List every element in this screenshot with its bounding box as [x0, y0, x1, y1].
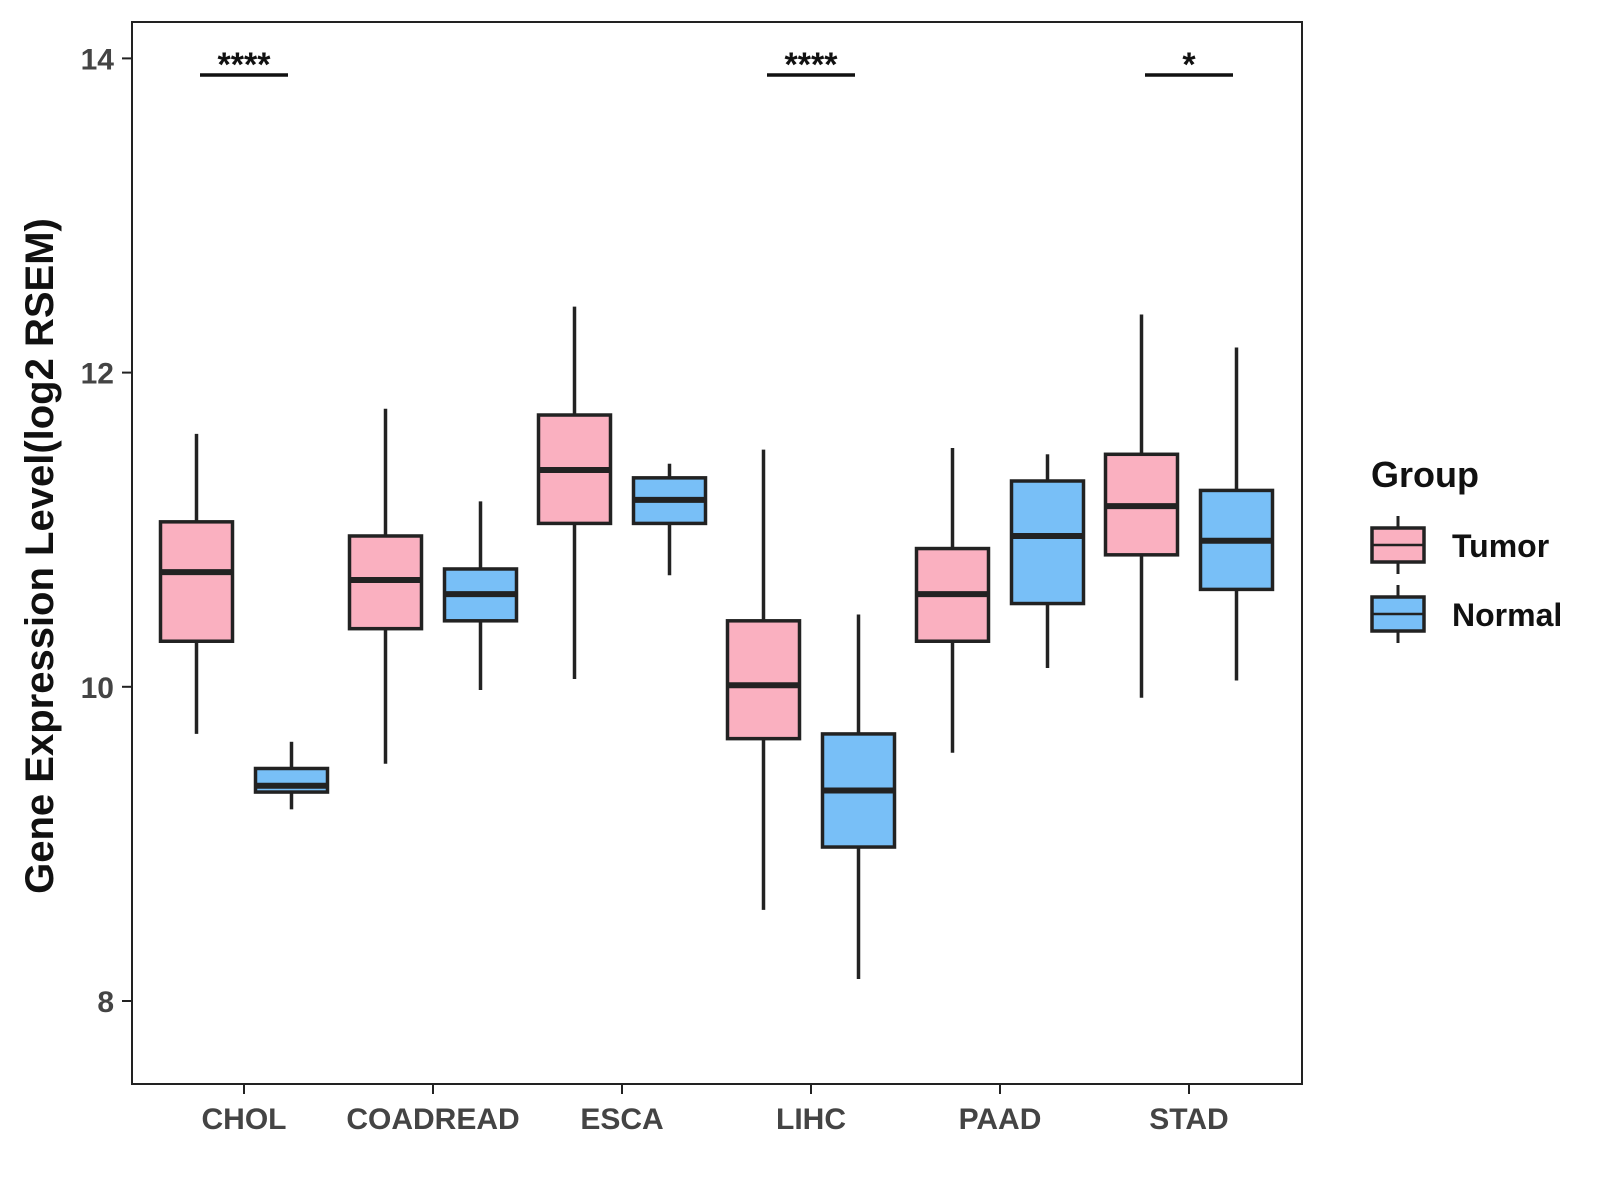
significance-stad: *: [1145, 46, 1233, 84]
iqr-box: [1009, 479, 1086, 606]
box-normal-lihc: [820, 614, 897, 980]
box-normal-stad: [1198, 347, 1275, 681]
iqr-box: [158, 520, 235, 643]
x-axis: CHOL COADREAD ESCA LIHC PAAD STAD: [202, 1084, 1229, 1136]
significance-label: ****: [785, 46, 839, 84]
legend-label: Normal: [1452, 597, 1562, 633]
x-tick-label: CHOL: [202, 1103, 287, 1136]
box-tumor-esca: [536, 306, 613, 679]
boxes-layer: [158, 306, 1275, 980]
box-normal-coadread: [442, 501, 519, 690]
legend-label: Tumor: [1452, 528, 1549, 564]
y-tick-label: 14: [81, 43, 115, 76]
x-tick-label: STAD: [1149, 1103, 1228, 1136]
y-axis: 8 10 12 14: [81, 43, 132, 1019]
x-tick-label: LIHC: [776, 1103, 846, 1136]
legend: Group Tumor Normal: [1370, 454, 1562, 643]
box-tumor-lihc: [725, 449, 802, 910]
significance-layer: **** **** *: [200, 46, 1233, 84]
legend-item-tumor: Tumor: [1370, 516, 1549, 574]
legend-items: Tumor Normal: [1370, 516, 1562, 643]
box-normal-esca: [631, 463, 708, 576]
box-tumor-paad: [914, 448, 991, 753]
y-tick-label: 12: [81, 358, 114, 391]
iqr-box: [725, 619, 802, 741]
significance-lihc: ****: [767, 46, 855, 84]
x-tick-label: PAAD: [959, 1103, 1042, 1136]
x-tick-label: ESCA: [580, 1103, 663, 1136]
significance-label: ****: [218, 46, 272, 84]
x-tick-label: COADREAD: [346, 1103, 519, 1136]
box-normal-chol: [253, 741, 330, 810]
box-normal-paad: [1009, 454, 1086, 668]
plot-area: **** **** *: [131, 21, 1303, 1085]
y-axis-title: Gene Expression Level(log2 RSEM): [18, 218, 62, 894]
significance-label: *: [1182, 46, 1196, 84]
y-tick-label: 10: [81, 672, 114, 705]
legend-item-normal: Normal: [1370, 585, 1562, 643]
box-tumor-coadread: [347, 408, 424, 764]
box-tumor-chol: [158, 433, 235, 734]
legend-title: Group: [1371, 454, 1479, 495]
box-tumor-stad: [1103, 314, 1180, 698]
significance-chol: ****: [200, 46, 288, 84]
y-tick-label: 8: [97, 986, 114, 1019]
